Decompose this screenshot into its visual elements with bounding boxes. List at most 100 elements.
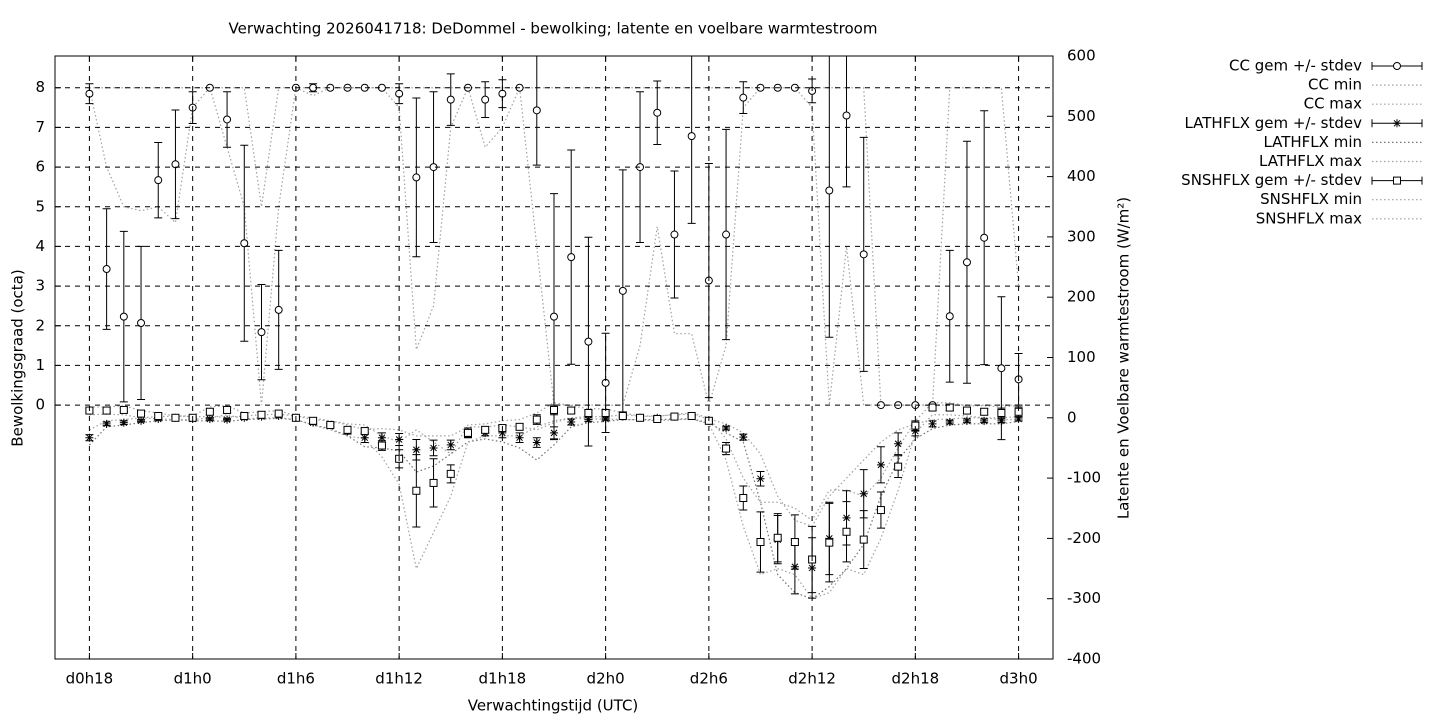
marker	[859, 489, 868, 498]
y2-tick-label: 400	[1067, 167, 1096, 185]
legend-label: LATHFLX gem +/- stdev	[1184, 114, 1362, 132]
marker	[412, 445, 421, 454]
marker	[550, 428, 558, 437]
y2-tick-label: 600	[1067, 47, 1096, 65]
marker	[137, 318, 146, 327]
marker	[463, 428, 472, 437]
marker	[945, 403, 954, 412]
marker	[515, 433, 524, 442]
marker	[137, 409, 146, 418]
marker	[1393, 176, 1401, 185]
marker	[876, 506, 885, 515]
marker	[859, 250, 868, 259]
marker	[377, 441, 386, 450]
marker	[739, 433, 748, 442]
marker	[154, 411, 163, 420]
range-line	[89, 87, 1020, 406]
marker	[481, 95, 490, 104]
marker	[326, 421, 335, 430]
marker	[274, 409, 283, 418]
marker	[446, 440, 455, 449]
legend-label: CC gem +/- stdev	[1229, 57, 1362, 75]
marker	[928, 403, 937, 412]
x-tick-label: d3h0	[1000, 670, 1038, 688]
marker	[119, 312, 128, 321]
marker	[481, 425, 490, 434]
marker	[377, 433, 386, 442]
marker	[532, 438, 541, 447]
y2-tick-label: -200	[1067, 529, 1101, 547]
marker	[722, 230, 731, 239]
marker	[790, 538, 799, 547]
y2-tick-label: -400	[1067, 650, 1101, 668]
marker	[205, 407, 214, 416]
plot-area	[85, 56, 1023, 600]
y-tick-label: 4	[35, 237, 45, 255]
marker	[842, 527, 851, 536]
marker	[722, 444, 731, 453]
marker	[223, 415, 232, 424]
marker	[962, 258, 971, 267]
marker	[515, 422, 524, 431]
marker	[205, 415, 214, 424]
x-tick-label: d2h6	[690, 670, 728, 688]
marker	[825, 538, 834, 547]
marker	[550, 405, 558, 414]
marker	[309, 416, 318, 425]
marker	[618, 286, 627, 295]
x-tick-label: d2h0	[587, 670, 625, 688]
marker	[532, 415, 541, 424]
marker	[962, 416, 971, 425]
marker	[945, 312, 954, 321]
marker	[102, 265, 111, 274]
marker	[343, 425, 352, 434]
marker	[842, 111, 851, 120]
marker	[429, 478, 438, 487]
marker	[584, 408, 593, 417]
marker	[137, 416, 146, 425]
x-tick-label: d1h6	[277, 670, 315, 688]
marker	[962, 406, 971, 415]
legend-label: CC max	[1304, 95, 1363, 113]
marker	[894, 462, 903, 471]
marker	[550, 312, 558, 321]
marker	[980, 233, 989, 242]
marker	[997, 416, 1006, 425]
legend-label: LATHFLX max	[1259, 152, 1362, 170]
marker	[412, 486, 421, 495]
marker	[446, 95, 455, 104]
marker	[739, 93, 748, 102]
marker	[722, 424, 731, 433]
marker	[274, 305, 283, 314]
legend-label: LATHFLX min	[1263, 133, 1362, 151]
marker	[154, 176, 163, 185]
marker	[102, 406, 111, 415]
marker	[498, 428, 507, 437]
marker	[618, 411, 627, 420]
legend-label: SNSHFLX gem +/- stdev	[1181, 171, 1362, 189]
marker	[429, 443, 438, 452]
marker	[687, 411, 696, 420]
y-tick-label: 3	[35, 277, 45, 295]
marker	[360, 427, 369, 436]
marker	[825, 186, 834, 195]
marker	[756, 474, 765, 483]
marker	[756, 538, 765, 547]
y2-tick-label: 100	[1067, 348, 1096, 366]
range-line	[88, 417, 1019, 600]
y2-tick-label: -300	[1067, 589, 1101, 607]
x-tick-label: d2h12	[788, 670, 836, 688]
marker	[653, 108, 662, 117]
marker	[240, 411, 249, 420]
marker	[567, 253, 576, 262]
x-tick-label: d1h12	[375, 670, 423, 688]
y-tick-label: 1	[35, 356, 45, 374]
marker	[687, 132, 696, 141]
marker	[567, 406, 576, 415]
y-tick-label: 6	[35, 158, 45, 176]
y2-tick-label: 500	[1067, 107, 1096, 125]
marker	[1393, 119, 1401, 128]
y-tick-label: 0	[35, 396, 45, 414]
y2-axis-label: Latente en Voelbare warmtestroom (W/m²)	[1115, 197, 1133, 519]
